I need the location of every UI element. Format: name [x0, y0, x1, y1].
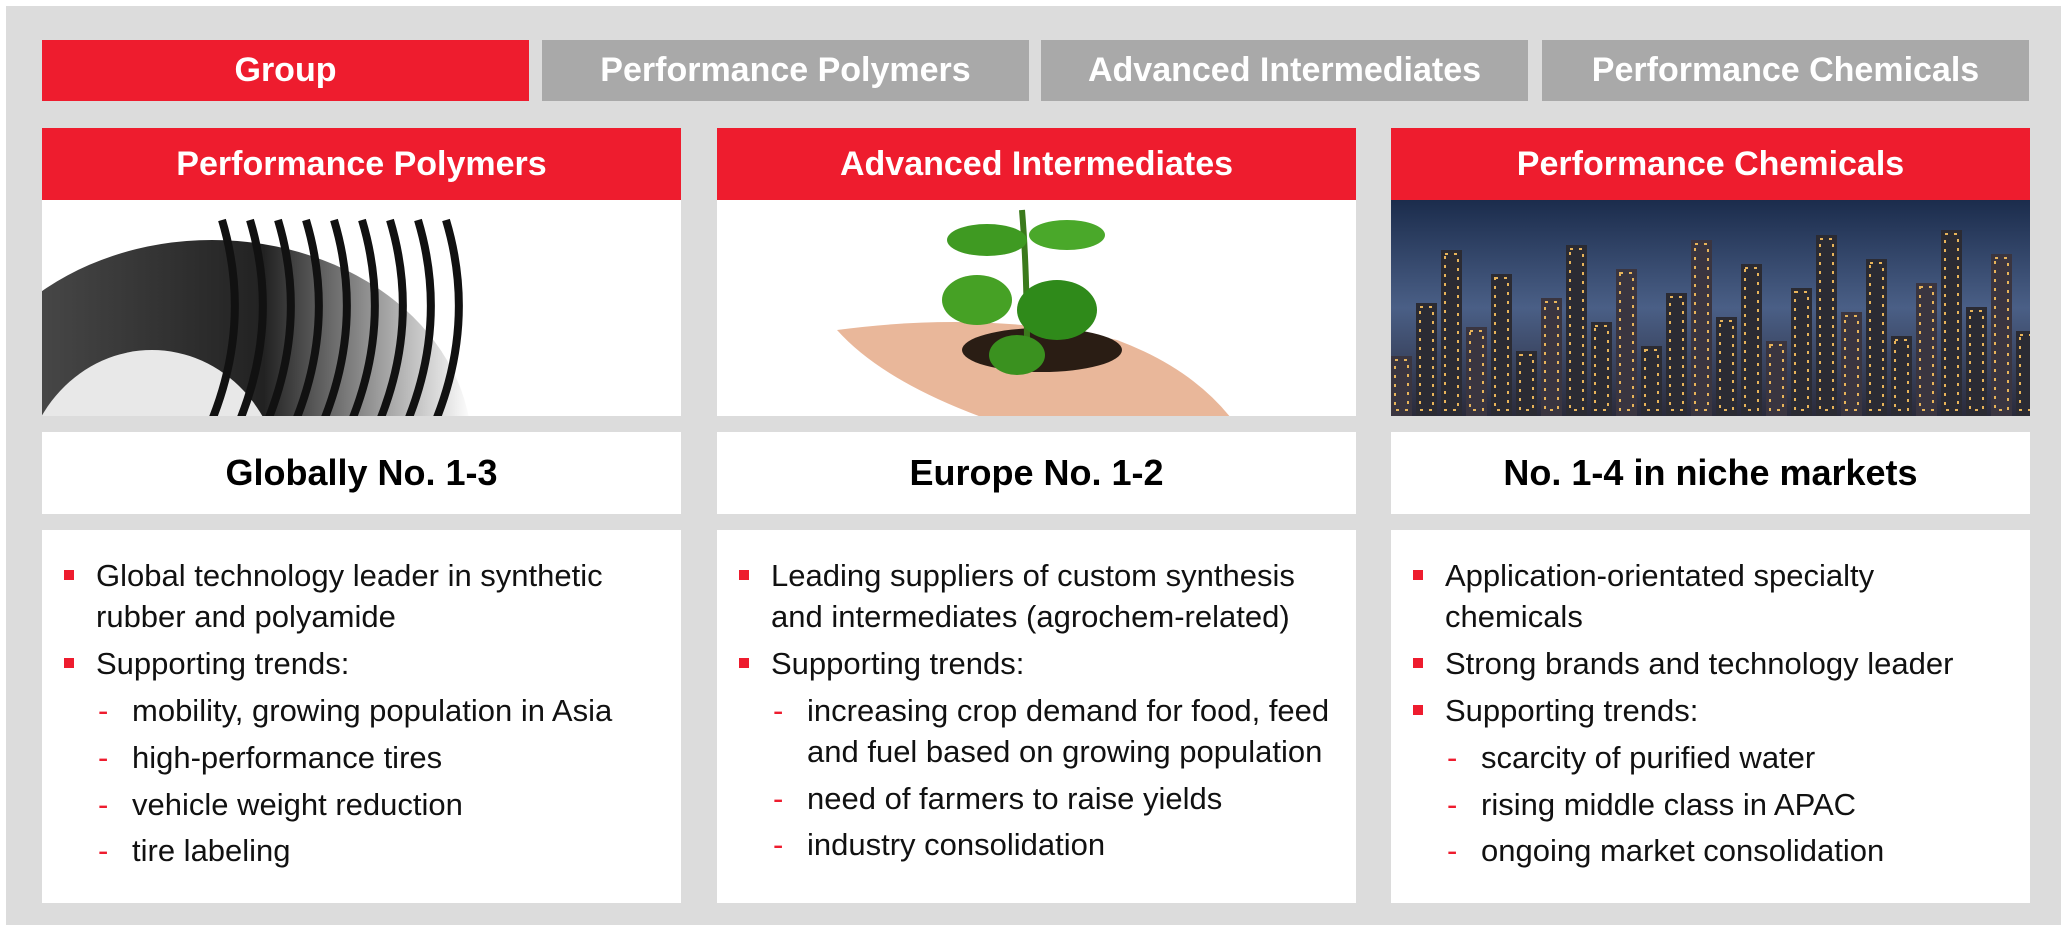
column-image [42, 200, 681, 416]
tab[interactable]: Advanced Intermediates [1041, 40, 1528, 101]
bullet: Global technology leader in synthetic ru… [62, 556, 661, 638]
sub-bullet: industry consolidation [737, 825, 1336, 866]
sub-bullet: rising middle class in APAC [1411, 785, 2010, 826]
rank: Globally No. 1-3 [42, 432, 681, 514]
tab[interactable]: Performance Polymers [542, 40, 1029, 101]
bullet: Strong brands and technology leader [1411, 644, 2010, 685]
bullet: Leading suppliers of custom synthesis an… [737, 556, 1336, 638]
column: Advanced Intermediates Europe No. 1-2 Lead… [717, 128, 1356, 903]
bullet: Supporting trends: [62, 644, 661, 685]
tab[interactable]: Performance Chemicals [1542, 40, 2029, 101]
column-image [717, 200, 1356, 416]
sub-bullet: need of farmers to raise yields [737, 779, 1336, 820]
sub-bullet: increasing crop demand for food, feed an… [737, 691, 1336, 773]
bullet: Application-orientated specialty chemica… [1411, 556, 2010, 638]
sub-bullet: vehicle weight reduction [62, 785, 661, 826]
column: Performance Polymers Globally No. 1-3 Glob… [42, 128, 681, 903]
column-header: Performance Polymers [42, 128, 681, 200]
bullet-box: Leading suppliers of custom synthesis an… [717, 530, 1356, 903]
sub-bullet: high-performance tires [62, 738, 661, 779]
column-header: Performance Chemicals [1391, 128, 2030, 200]
bullet-box: Global technology leader in synthetic ru… [42, 530, 681, 903]
rank: No. 1-4 in niche markets [1391, 432, 2030, 514]
sub-bullet: ongoing market consolidation [1411, 831, 2010, 872]
bullet-box: Application-orientated specialty chemica… [1391, 530, 2030, 903]
bullet: Supporting trends: [1411, 691, 2010, 732]
column-header: Advanced Intermediates [717, 128, 1356, 200]
tab[interactable]: Group [42, 40, 529, 101]
column: Performance Chemicals No. 1-4 in niche ma… [1391, 128, 2030, 903]
bullet: Supporting trends: [737, 644, 1336, 685]
column-image [1391, 200, 2030, 416]
sub-bullet: tire labeling [62, 831, 661, 872]
sub-bullet: mobility, growing population in Asia [62, 691, 661, 732]
rank: Europe No. 1-2 [717, 432, 1356, 514]
sub-bullet: scarcity of purified water [1411, 738, 2010, 779]
